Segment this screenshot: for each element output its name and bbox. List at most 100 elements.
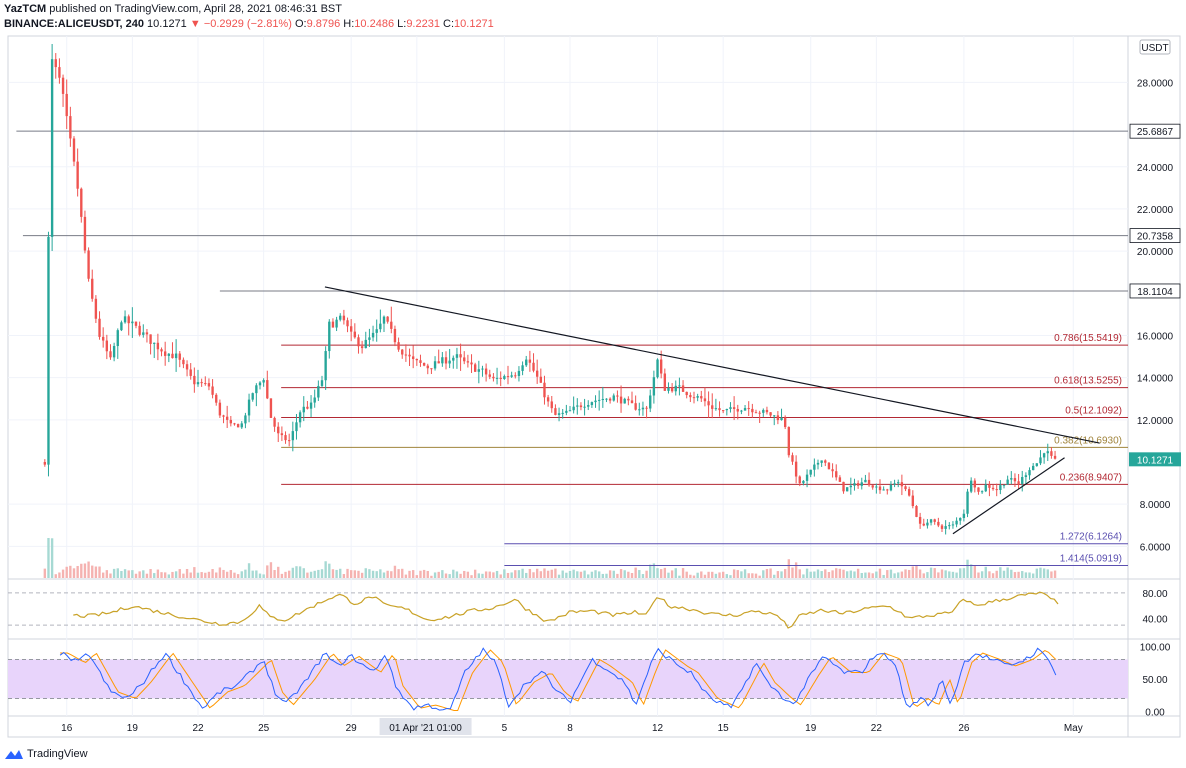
volume-bar (991, 573, 995, 578)
volume-bar (951, 571, 955, 578)
candle-body (240, 423, 243, 428)
volume-bar (525, 572, 528, 578)
candle-body (1006, 479, 1009, 485)
candle-body (390, 321, 393, 329)
candle-body (433, 361, 437, 369)
candle-body (481, 368, 484, 370)
candle-body (193, 375, 196, 385)
candle-body (758, 412, 761, 414)
volume-bar (929, 567, 933, 578)
candle-body (488, 374, 491, 377)
candle-body (907, 489, 911, 496)
currency-label: USDT (1141, 43, 1168, 54)
trendline[interactable] (952, 457, 1065, 535)
volume-bar (200, 572, 203, 578)
candle-body (109, 351, 112, 358)
volume-bar (298, 566, 302, 578)
volume-bar (787, 559, 791, 578)
candle-body (207, 383, 211, 387)
volume-bar (864, 572, 867, 578)
volume-bar (605, 573, 608, 578)
volume-bar (255, 570, 258, 578)
candle-body (225, 416, 229, 420)
candle-body (131, 321, 134, 324)
volume-bar (845, 571, 849, 578)
trendline[interactable] (324, 286, 1100, 444)
time-tick-label: May (1064, 723, 1083, 734)
volume-bar (240, 571, 243, 578)
candle-body (532, 362, 535, 371)
candle-body (867, 479, 871, 486)
volume-bar (831, 570, 834, 578)
candle-body (160, 349, 163, 352)
volume-bar (583, 570, 586, 578)
candle-body (196, 382, 200, 385)
candle-body (452, 357, 455, 361)
volume-bar (649, 564, 652, 578)
volume-bar (167, 574, 171, 578)
candle-body (437, 361, 440, 364)
candle-body (561, 412, 564, 414)
time-tick-label: 26 (958, 723, 970, 734)
candle-body (422, 362, 426, 366)
indicator-2-tick-label: 100.00 (1140, 642, 1171, 653)
candle-body (101, 336, 105, 341)
volume-bar (783, 569, 787, 578)
candle-body (448, 360, 451, 364)
tradingview-logo-icon[interactable] (4, 747, 24, 761)
candle-body (590, 402, 594, 406)
candle-body (222, 415, 225, 417)
author-name[interactable]: YazTCM (4, 3, 47, 15)
symbol-label[interactable]: BINANCE:ALICEUSDT, 240 (4, 18, 144, 30)
candle-body (670, 387, 674, 392)
candle-body (889, 484, 893, 491)
volume-bar (204, 572, 207, 578)
indicator-1-tick-label: 80.00 (1142, 589, 1167, 600)
candle-body (576, 405, 579, 407)
horizontal-levels[interactable]: 0.786(15.5419) 0.618(13.5255) 0.5(12.1092)… (16, 130, 1128, 567)
volume-bar (725, 574, 729, 578)
candle-body (871, 485, 874, 488)
candle-body (835, 471, 838, 478)
candle-body (747, 408, 750, 410)
volume-bar (50, 538, 54, 578)
trendlines[interactable] (324, 286, 1100, 535)
volume-bar (484, 571, 488, 578)
candle-body (134, 321, 138, 326)
volume-bar (700, 571, 703, 578)
brand-name[interactable]: TradingView (27, 748, 88, 760)
candle-body (991, 487, 995, 490)
volume-bar (317, 569, 320, 578)
volume-bar (437, 571, 440, 578)
volume-bar (342, 574, 346, 578)
volume-bars (43, 538, 1057, 578)
candle-body (1042, 453, 1046, 458)
candle-body (459, 354, 462, 358)
volume-bar (670, 570, 674, 578)
candle-body (1050, 451, 1053, 456)
volume-bar (459, 573, 462, 578)
volume-bar (1010, 569, 1013, 578)
candle-body (364, 339, 367, 349)
volume-bar (871, 573, 874, 578)
candle-body (893, 483, 896, 485)
candle-body (776, 415, 780, 421)
candle-body (951, 524, 955, 526)
candle-body (331, 321, 335, 328)
candle-body (484, 368, 488, 375)
candle-body (174, 353, 178, 359)
price-chart[interactable]: 0.786(15.5419) 0.618(13.5255) 0.5(12.1092)… (0, 0, 1186, 744)
volume-bar (813, 571, 816, 578)
time-tick-label: 19 (805, 723, 817, 734)
time-tick-label: 25 (258, 723, 270, 734)
candle-body (335, 319, 338, 328)
volume-bar (353, 570, 357, 578)
chart-border (7, 35, 1181, 738)
volume-bar (91, 565, 94, 578)
candle-body (984, 484, 987, 492)
volume-bar (627, 571, 630, 578)
volume-bar (736, 570, 739, 578)
grid-lines (8, 36, 1128, 716)
candle-body (809, 469, 812, 475)
candle-body (393, 328, 397, 343)
